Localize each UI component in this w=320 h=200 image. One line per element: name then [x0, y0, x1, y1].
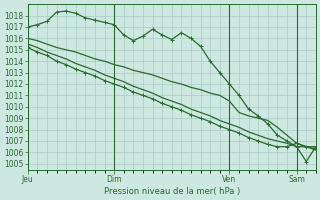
- X-axis label: Pression niveau de la mer( hPa ): Pression niveau de la mer( hPa ): [104, 187, 240, 196]
